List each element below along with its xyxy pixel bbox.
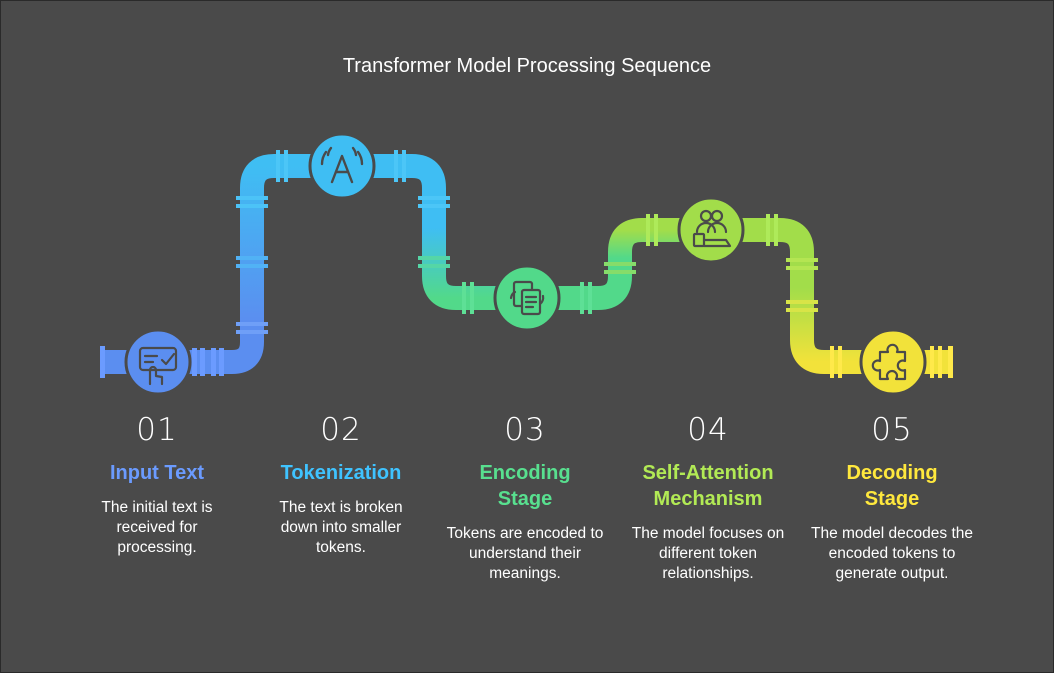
- documents-sync-icon: [509, 280, 545, 316]
- step-description: The initial text is received for process…: [101, 499, 213, 556]
- pipe-segment-3: [500, 255, 632, 310]
- step-4-icon-node: [677, 196, 745, 264]
- pipe-fall-4: [790, 288, 870, 374]
- step-4: 04 Self-Attention Mechanism The model fo…: [623, 410, 793, 584]
- step-heading: Decoding Stage: [846, 462, 938, 510]
- step-number: 04: [687, 412, 729, 448]
- pipe-rise-3: [608, 218, 690, 264]
- step-description: Tokens are encoded to understand their m…: [446, 525, 604, 582]
- step-1-icon-node: [124, 328, 192, 396]
- step-description: The model focuses on different token rel…: [631, 525, 785, 582]
- step-number: 03: [504, 412, 546, 448]
- people-focus-icon: [692, 209, 732, 248]
- diagram-title: Transformer Model Processing Sequence: [342, 55, 712, 77]
- step-3-icon-node: [493, 264, 561, 332]
- hand-touch-screen-icon: [138, 346, 178, 386]
- step-heading: Encoding Stage: [479, 462, 571, 510]
- step-5-icon-node: [859, 328, 927, 396]
- step-heading: Input Text: [109, 462, 205, 484]
- step-2: 02 Tokenization The text is broken down …: [256, 410, 426, 558]
- step-heading: Self-Attention Mechanism: [642, 462, 774, 510]
- step-heading: Tokenization: [280, 462, 402, 484]
- pipe-flanges: [100, 150, 953, 378]
- step-number: 02: [320, 412, 362, 448]
- pipe-segment-2: [320, 154, 446, 230]
- pipe-segment-4: [690, 218, 814, 290]
- step-number: 05: [871, 412, 913, 448]
- step-description: The text is broken down into smaller tok…: [279, 499, 403, 556]
- step-3: 03 Encoding Stage Tokens are encoded to …: [440, 410, 610, 584]
- pipe-segment-1: [105, 320, 264, 374]
- step-1: 01 Input Text The initial text is receiv…: [72, 410, 242, 558]
- pipe-rise-1: [240, 154, 320, 322]
- step-5: 05 Decoding Stage The model decodes the …: [807, 410, 977, 584]
- step-description: The model decodes the encoded tokens to …: [811, 525, 973, 582]
- step-2-icon-node: [308, 132, 376, 200]
- puzzle-piece-icon: [871, 343, 907, 381]
- letter-a-signal-icon: [320, 146, 364, 184]
- step-number: 01: [136, 412, 178, 448]
- pipe-fall-2: [422, 228, 500, 310]
